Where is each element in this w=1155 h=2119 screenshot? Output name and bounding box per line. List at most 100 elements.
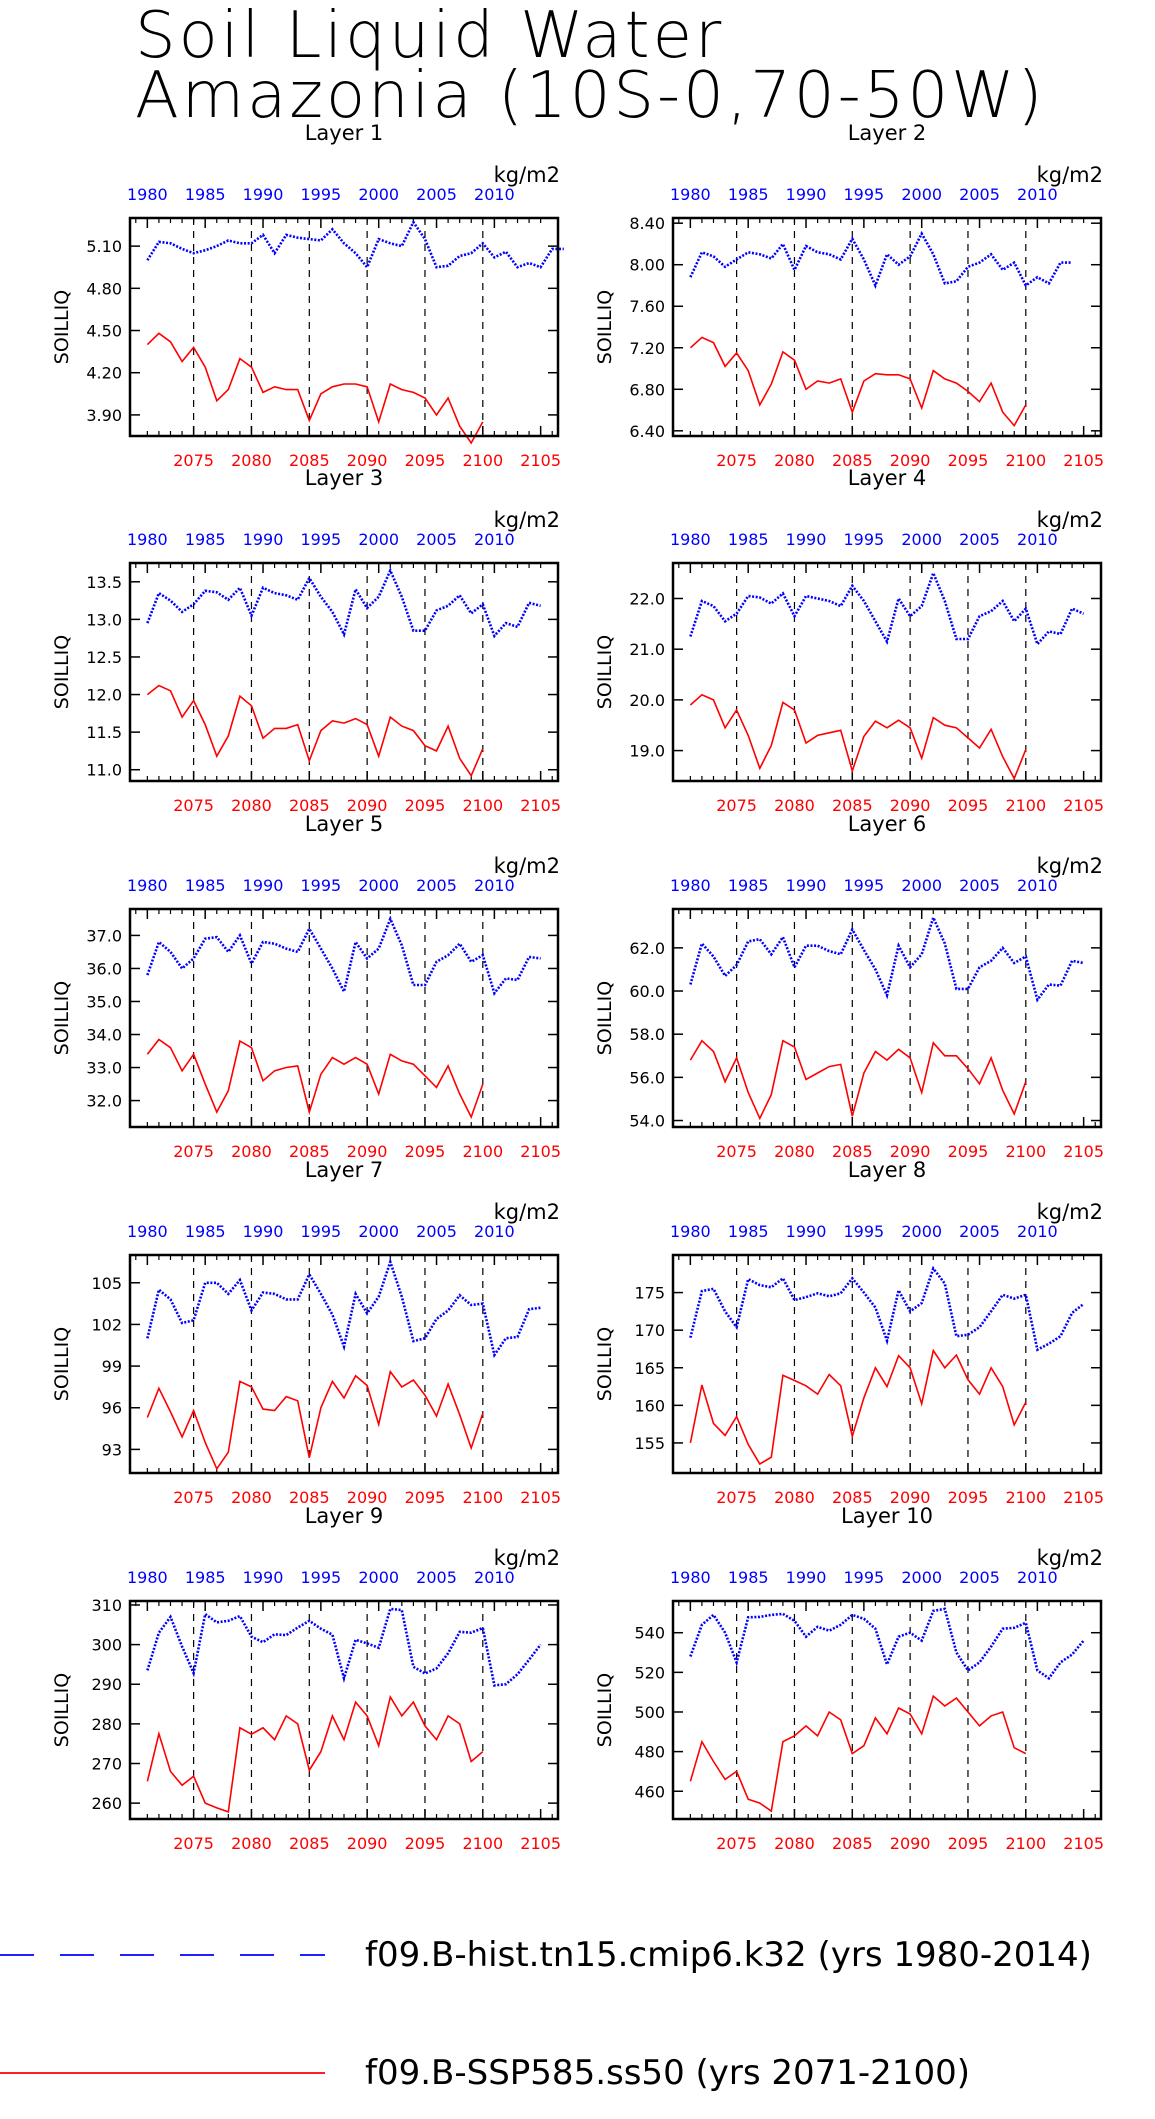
layer-6-bottom-tick-label: 2095: [948, 1142, 989, 1161]
layer-2-plot-frame: [671, 216, 1103, 438]
layer-10-y-tick-label: 460: [634, 1782, 665, 1801]
layer-3-y-tick-label: 12.5: [86, 648, 122, 667]
layer-5-plot-frame: [128, 907, 560, 1129]
layer-8-y-tick-label: 165: [634, 1359, 665, 1378]
layer-8-y-tick-label: 175: [634, 1284, 665, 1303]
layer-2-y-tick-label: 8.00: [629, 256, 665, 275]
layer-7-bottom-tick-label: 2080: [231, 1488, 272, 1507]
layer-9-title: Layer 9: [305, 1504, 384, 1528]
layer-4-y-tick-label: 21.0: [629, 640, 665, 659]
layer-4-y-tick-label: 19.0: [629, 742, 665, 761]
layer-1-y-tick-label: 4.80: [86, 279, 122, 298]
layer-9-bottom-tick-label: 2100: [462, 1834, 503, 1853]
layer-10-bottom-tick-label: 2105: [1063, 1834, 1104, 1853]
layer-9-y-tick-label: 290: [91, 1675, 122, 1694]
layer-7-y-tick-label: 96: [102, 1399, 122, 1418]
layer-4-ssp-series-line: [689, 693, 1027, 781]
layer-5-top-tick-label: 2005: [416, 876, 457, 895]
layer-5-bottom-tick-label: 2080: [231, 1142, 272, 1161]
layer-9-top-tick-label: 1995: [301, 1568, 342, 1587]
layer-1-top-tick-label: 2010: [474, 185, 515, 204]
layer-8-y-tick-label: 170: [634, 1321, 665, 1340]
layer-9-y-tick-label: 260: [91, 1794, 122, 1813]
layer-3-y-tick-label: 11.5: [86, 723, 122, 742]
layer-6-top-tick-label: 1995: [844, 876, 885, 895]
layer-3-bottom-tick-label: 2095: [405, 796, 446, 815]
layer-9-y-tick-label: 280: [91, 1715, 122, 1734]
layer-8-bottom-tick-label: 2095: [948, 1488, 989, 1507]
layer-6-y-axis-label: SOILLIQ: [594, 981, 616, 1055]
layer-8-top-tick-label: 2000: [901, 1222, 942, 1241]
layer-9-top-tick-label: 1990: [243, 1568, 284, 1587]
layer-3-bottom-tick-label: 2105: [520, 796, 561, 815]
layer-3-y-tick-label: 12.0: [86, 686, 122, 705]
layer-5-top-tick-label: 2000: [358, 876, 399, 895]
layer-2-y-tick-label: 6.40: [629, 422, 665, 441]
layer-8-title: Layer 8: [848, 1158, 927, 1182]
layer-4-plot-frame: [671, 561, 1103, 783]
layer-5-y-tick-label: 37.0: [86, 926, 122, 945]
layer-10-hist-series-line: [689, 1607, 1085, 1681]
layer-10-top-tick-label: 2005: [959, 1568, 1000, 1587]
layer-6-units-label: kg/m2: [1037, 854, 1103, 878]
layer-9-units-label: kg/m2: [494, 1546, 560, 1570]
layer-6-bottom-tick-label: 2075: [716, 1142, 757, 1161]
layer-7-bottom-tick-label: 2075: [173, 1488, 214, 1507]
layer-5-y-tick-label: 33.0: [86, 1059, 122, 1078]
layer-2-y-tick-label: 7.60: [629, 297, 665, 316]
layer-3-bottom-tick-label: 2080: [231, 796, 272, 815]
layer-7-bottom-tick-label: 2100: [462, 1488, 503, 1507]
layer-4-title: Layer 4: [848, 466, 927, 490]
layer-1-top-tick-label: 1985: [185, 185, 226, 204]
layer-8-top-tick-label: 1985: [728, 1222, 769, 1241]
layer-6-hist-series-line: [689, 913, 1084, 1003]
layer-6-ssp-series-line: [689, 1039, 1027, 1121]
layer-7-top-tick-label: 2005: [416, 1222, 457, 1241]
layer-2-bottom-tick-label: 2100: [1005, 451, 1046, 470]
layer-7-y-tick-label: 102: [91, 1315, 122, 1334]
layer-8-top-tick-label: 2010: [1017, 1222, 1058, 1241]
layer-6-bottom-tick-label: 2090: [890, 1142, 931, 1161]
layer-7-bottom-tick-label: 2105: [520, 1488, 561, 1507]
layer-8-units-label: kg/m2: [1037, 1200, 1103, 1224]
layer-1-bottom-tick-label: 2085: [289, 451, 330, 470]
layer-2-top-tick-label: 2005: [959, 185, 1000, 204]
layer-1-top-tick-label: 1995: [301, 185, 342, 204]
layer-5-bottom-tick-label: 2085: [289, 1142, 330, 1161]
layer-6-panel: Layer 6 kg/m2 SOILLIQ 1980 1985 1990 1995 2000 2…: [594, 812, 1104, 1161]
layer-1-y-tick-label: 4.20: [86, 364, 122, 383]
layer-7-y-tick-label: 93: [102, 1440, 122, 1459]
layer-9-plot-frame: [128, 1599, 560, 1821]
layer-7-y-tick-label: 105: [91, 1274, 122, 1293]
layer-8-bottom-tick-label: 2100: [1005, 1488, 1046, 1507]
layer-2-y-tick-label: 8.40: [629, 214, 665, 233]
layer-2-bottom-tick-label: 2105: [1063, 451, 1104, 470]
layer-8-bottom-tick-label: 2085: [832, 1488, 873, 1507]
layer-6-y-tick-label: 62.0: [629, 939, 665, 958]
layer-2-y-tick-label: 6.80: [629, 380, 665, 399]
layer-10-bottom-tick-label: 2100: [1005, 1834, 1046, 1853]
layer-6-bottom-tick-label: 2085: [832, 1142, 873, 1161]
layer-10-top-tick-label: 2000: [901, 1568, 942, 1587]
layer-10-y-axis-label: SOILLIQ: [594, 1673, 616, 1747]
layer-3-bottom-tick-label: 2085: [289, 796, 330, 815]
layer-7-top-tick-label: 2000: [358, 1222, 399, 1241]
layer-9-y-tick-label: 270: [91, 1755, 122, 1774]
layer-5-y-axis-label: SOILLIQ: [51, 981, 73, 1055]
layer-7-bottom-tick-label: 2090: [347, 1488, 388, 1507]
layer-5-y-tick-label: 32.0: [86, 1092, 122, 1111]
layer-4-top-tick-label: 1980: [670, 530, 711, 549]
layer-10-y-tick-label: 540: [634, 1624, 665, 1643]
layer-4-panel: Layer 4 kg/m2 SOILLIQ 1980 1985 1990 1995 2000 2…: [594, 466, 1104, 815]
layer-7-bottom-tick-label: 2095: [405, 1488, 446, 1507]
layer-8-y-tick-label: 155: [634, 1434, 665, 1453]
layer-2-bottom-tick-label: 2095: [948, 451, 989, 470]
layer-3-units-label: kg/m2: [494, 508, 560, 532]
layer-9-ssp-series-line: [146, 1694, 484, 1813]
layer-4-y-tick-label: 20.0: [629, 691, 665, 710]
layer-6-plot-frame: [671, 907, 1103, 1129]
layer-4-bottom-tick-label: 2100: [1005, 796, 1046, 815]
layer-3-bottom-tick-label: 2100: [462, 796, 503, 815]
layer-1-bottom-tick-label: 2105: [520, 451, 561, 470]
